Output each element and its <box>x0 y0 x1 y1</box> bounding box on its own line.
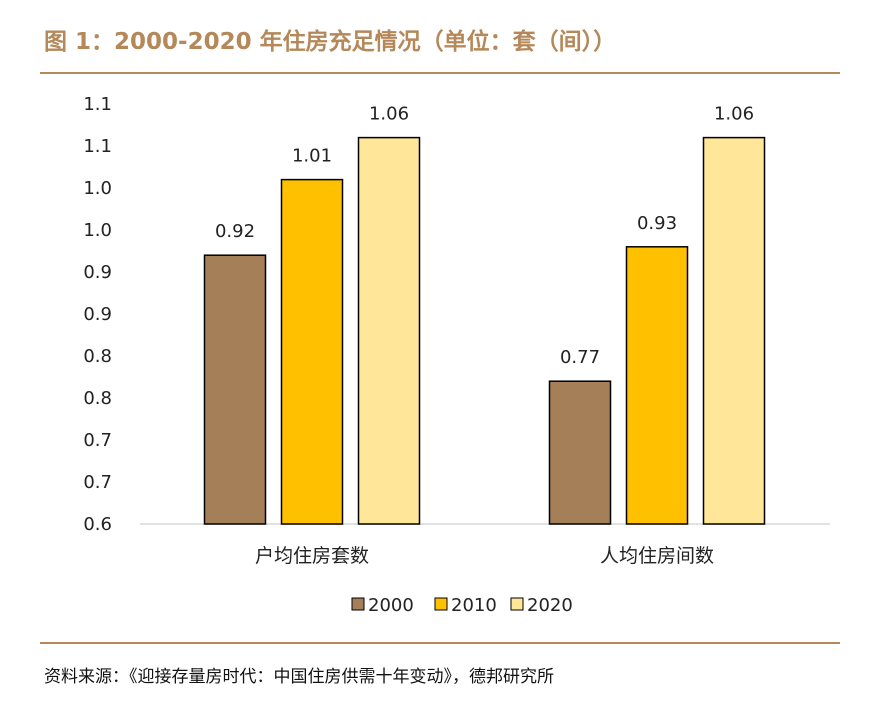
data-label: 1.06 <box>714 104 754 125</box>
data-label: 0.92 <box>215 221 255 242</box>
chart-title: 图 1：2000-2020 年住房充足情况（单位：套（间）） <box>44 29 617 55</box>
y-tick-label: 0.7 <box>83 430 112 451</box>
legend-label-2000[interactable]: 2000 <box>368 595 414 616</box>
x-category-label: 户均住房套数 <box>255 545 369 567</box>
source-note: 资料来源：《迎接存量房时代：中国住房供需十年变动》，德邦研究所 <box>44 667 554 687</box>
x-category-label: 人均住房间数 <box>600 545 714 567</box>
y-tick-label: 0.8 <box>83 388 112 409</box>
bar-2000-per-capita <box>548 380 612 525</box>
title-divider <box>40 72 840 74</box>
y-tick-label: 1.0 <box>83 178 112 199</box>
y-tick-label: 0.8 <box>83 346 112 367</box>
legend-swatch-2020[interactable] <box>510 597 524 611</box>
legend-label-2020[interactable]: 2020 <box>527 595 573 616</box>
bar-2000-household <box>203 254 267 525</box>
bar-chart: 0.6 0.7 0.7 0.8 0.8 0.9 0.9 1.0 1.0 1.1 1.1 0.92 0.7… <box>83 94 830 616</box>
y-tick-label: 0.6 <box>83 514 112 535</box>
y-tick-label: 0.7 <box>83 472 112 493</box>
legend-swatch-2010[interactable] <box>434 597 448 611</box>
bar-2020-household <box>357 136 421 525</box>
bar-2020-per-capita <box>702 136 766 525</box>
y-tick-label: 0.9 <box>83 262 112 283</box>
y-tick-label: 0.9 <box>83 304 112 325</box>
data-label: 0.93 <box>637 213 677 234</box>
source-divider <box>40 642 840 644</box>
data-label: 0.77 <box>560 347 600 368</box>
legend-swatch-2000[interactable] <box>351 597 365 611</box>
y-tick-label: 1.1 <box>83 136 112 157</box>
data-label: 1.01 <box>292 146 332 167</box>
bar-2010-household <box>280 178 344 525</box>
data-label: 1.06 <box>369 104 409 125</box>
y-tick-label: 1.0 <box>83 220 112 241</box>
y-tick-label: 1.1 <box>83 94 112 115</box>
legend-label-2010[interactable]: 2010 <box>451 595 497 616</box>
bar-2010-per-capita <box>625 246 689 525</box>
